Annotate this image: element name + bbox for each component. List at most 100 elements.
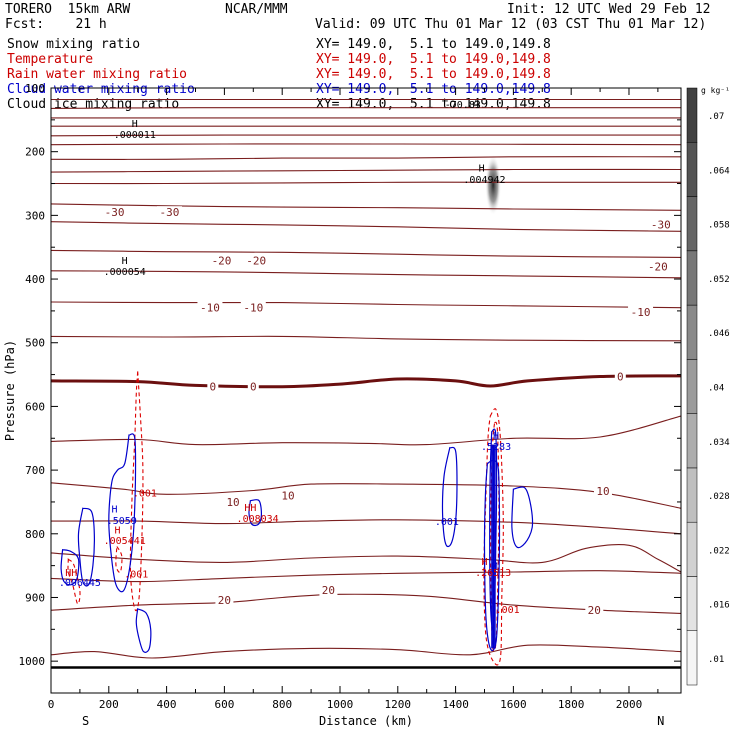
temperature-contour [51,644,681,659]
temperature-label-bg [197,301,223,314]
legend-item-coords: XY= 149.0, 5.1 to 149.0,149.8 [316,37,551,52]
extremum-marker: -70.83 [445,100,481,111]
extremum-marker: .000054 [104,267,146,278]
rain-contour [129,371,144,612]
temperature-contour [51,181,681,185]
y-tick-label: 500 [25,337,45,350]
legend-item-coords: XY= 149.0, 5.1 to 149.0,149.8 [316,82,551,97]
rain-contour [67,557,81,605]
y-tick-label: 200 [25,146,45,159]
extremum-marker: .000011 [114,130,156,141]
extremum-marker: M [492,562,498,573]
extremum-marker: .005441 [104,536,146,547]
temperature-label: 20 [218,594,231,607]
temperature-label-bg [156,206,182,219]
temperature-contour [51,168,681,173]
extremum-marker: H [132,119,138,130]
temperature-label: -10 [243,302,263,315]
legend-item-name: Temperature [7,52,94,67]
temperature-label: -20 [246,255,266,268]
y-tick-label: 900 [25,591,45,604]
temperature-label: 10 [281,490,294,503]
temperature-label: 0 [210,381,217,394]
extremum-marker: .001 [435,517,459,528]
x-tick-label: 0 [48,698,55,711]
temperature-label-bg [614,370,626,383]
temperature-contour [51,335,681,342]
extremum-marker: H [479,164,485,175]
temperature-contour [51,482,681,509]
temperature-contour [51,221,681,232]
x-tick-label: 1400 [442,698,469,711]
north-label: N [657,714,664,728]
temperature-contour [51,301,681,309]
colorbar-segment [686,630,698,686]
y-tick-label: 800 [25,528,45,541]
temperature-label-bg [585,604,604,617]
extremum-marker: .004942 [463,175,505,186]
legend-item-name: Rain water mixing ratio [7,67,188,82]
colorbar-segment [686,413,698,469]
y-tick-label: 700 [25,464,45,477]
colorbar-segment [686,359,698,414]
temperature-label-bg [278,489,297,502]
init-time: Init: 12 UTC Wed 29 Feb 12 [507,2,711,17]
temperature-contour [51,593,681,614]
extremum-marker: .26513 [475,568,511,579]
temperature-label: -30 [105,206,125,219]
legend-item-coords: XY= 149.0, 5.1 to 149.0,149.8 [316,67,551,82]
forecast-hour: Fcst: 21 h [5,17,107,32]
colorbar-tick-label: .058 [708,221,730,231]
temperature-label-bg [102,206,128,219]
temperature-contour [51,249,681,258]
colorbar-segment [686,521,698,577]
colorbar-segment [686,87,698,143]
cloud-water-contour [441,446,458,548]
cloud-water-contour [135,607,152,653]
colorbar-unit: g kg⁻¹ [701,86,730,95]
temperature-label: 0 [617,370,624,383]
extremum-marker: H [481,557,487,568]
legend-item-name: Cloud water mixing ratio [7,82,195,97]
temperature-label: 20 [322,584,335,597]
extremum-marker: .5059 [107,516,137,527]
temperature-label-bg [215,594,234,607]
colorbar-tick-label: .046 [708,329,730,339]
colorbar-tick-label: .07 [708,112,724,122]
colorbar-segment [686,304,698,360]
colorbar-tick-label: .01 [708,655,724,665]
colorbar-tick-label: .034 [708,438,730,448]
extremum-marker: H [114,525,120,536]
temperature-label-bg [243,254,269,267]
temperature-label: -30 [160,206,180,219]
center-label: NCAR/MMM [225,2,288,17]
temperature-label: -20 [212,255,232,268]
cloud-water-contour [60,548,80,586]
temperature-label: -30 [651,218,671,231]
temperature-label: -10 [631,306,651,319]
colorbar-segment [686,142,698,197]
cloud-water-contour [108,433,137,593]
temperature-label-bg [247,380,259,393]
colorbar-tick-label: .016 [708,601,730,611]
temperature-contour [51,156,681,160]
x-tick-label: 800 [272,698,292,711]
x-tick-label: 200 [99,698,119,711]
extremum-marker: .5283 [481,442,511,453]
rain-contour [115,544,123,573]
temperature-contour [51,570,681,583]
temperature-label-bg [224,495,243,508]
temperature-label: 0 [250,381,257,394]
y-tick-label: 300 [25,209,45,222]
extremum-marker: .001 [124,569,148,580]
x-tick-label: 600 [214,698,234,711]
x-tick-label: 2000 [616,698,643,711]
x-tick-label: 1600 [500,698,527,711]
plot-frame [50,87,682,694]
legend-item-coords: XY= 149.0, 5.1 to 149.0,149.8 [316,52,551,67]
colorbar-tick-label: .052 [708,275,730,285]
rain-contour [483,408,504,666]
x-tick-label: 400 [157,698,177,711]
temperature-label-bg [628,306,654,319]
extremum-marker: .006445 [59,578,101,589]
